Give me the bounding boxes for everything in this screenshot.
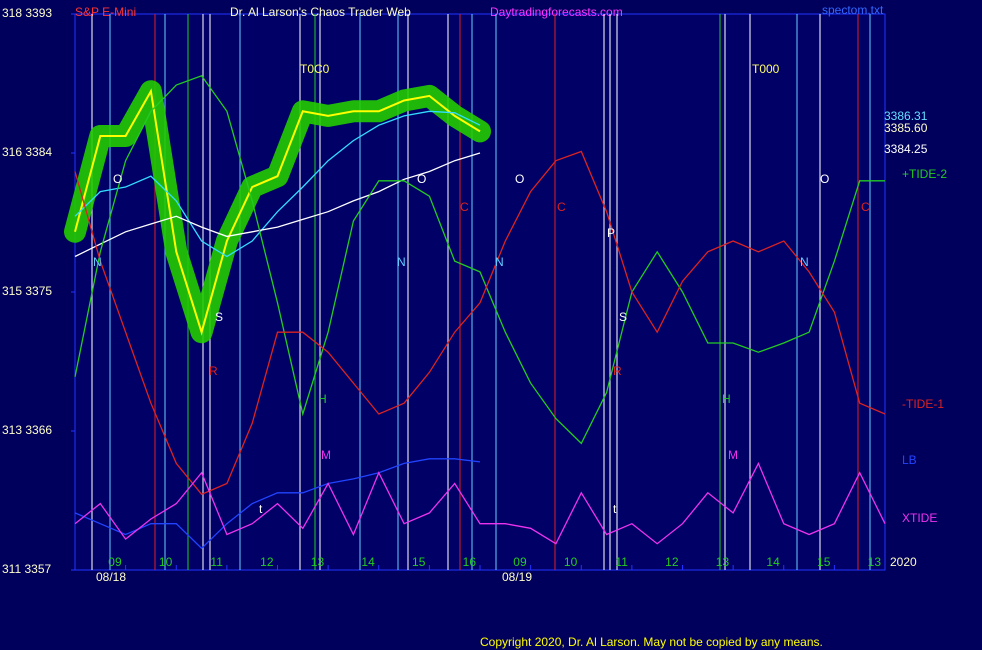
annotation: H (318, 392, 327, 406)
site: Daytradingforecasts.com (490, 5, 623, 19)
legend-entry: +TIDE-2 (902, 167, 947, 181)
annotation: O (417, 172, 426, 186)
annotation: R (209, 364, 218, 378)
annotation: M (321, 448, 331, 462)
instrument: S&P E-Mini (75, 5, 136, 19)
x-tick-label: 11 (210, 555, 223, 569)
annotation: O (515, 172, 524, 186)
annotation: T0C0 (300, 62, 330, 76)
level-label: 3384.25 (884, 142, 928, 156)
y-tick-label: 311 3357 (2, 562, 51, 576)
series-line (74, 150, 886, 496)
y-tick-label: 313 3366 (2, 423, 52, 437)
chart-title: Dr. Al Larson's Chaos Trader Web (230, 5, 411, 19)
x-tick-label: 15 (412, 555, 426, 569)
copyright: Copyright 2020, Dr. Al Larson. May not b… (480, 635, 823, 649)
x-tick-label: 12 (665, 555, 679, 569)
legend-entry: LB (902, 453, 917, 467)
x-tick-label: 09 (513, 555, 527, 569)
annotation: C (861, 200, 870, 214)
level-label: 3385.60 (884, 121, 928, 135)
legend-entry: XTIDE (902, 511, 937, 525)
annotation: H (722, 392, 731, 406)
series-line (74, 88, 481, 336)
annotation: N (800, 255, 809, 269)
annotation: T000 (752, 62, 780, 76)
x-tick-label: 13 (868, 555, 882, 569)
annotation: N (495, 255, 504, 269)
x-tick-label: 14 (361, 555, 375, 569)
x-tick-label: 14 (766, 555, 780, 569)
x-tick-label: 13 (716, 555, 730, 569)
year: 2020 (890, 555, 917, 569)
x-tick-label: 09 (108, 555, 122, 569)
series-line (74, 75, 885, 445)
annotation: R (613, 364, 622, 378)
annotation: N (397, 255, 406, 269)
level-label: 3386.31 (884, 109, 928, 123)
date-label: 08/18 (96, 570, 126, 584)
series-line (74, 461, 886, 545)
annotation: P (607, 226, 615, 240)
date-label: 08/19 (502, 570, 532, 584)
annotation: C (460, 200, 469, 214)
series-line (74, 458, 481, 550)
annotation: S (215, 310, 223, 324)
y-tick-label: 318 3393 (2, 6, 52, 20)
annotation: N (93, 255, 102, 269)
annotation: O (820, 172, 829, 186)
x-tick-label: 10 (564, 555, 578, 569)
file-name: spectom.txt (822, 3, 884, 17)
annotation: O (113, 172, 122, 186)
annotation: t (259, 502, 263, 516)
x-tick-label: 10 (159, 555, 173, 569)
x-tick-label: 11 (615, 555, 628, 569)
annotation: t (613, 502, 617, 516)
annotation: M (728, 448, 738, 462)
legend-entry: -TIDE-1 (902, 397, 944, 411)
annotation: S (619, 310, 627, 324)
x-tick-label: 16 (463, 555, 477, 569)
y-tick-label: 315 3375 (2, 284, 52, 298)
y-tick-label: 316 3384 (2, 145, 52, 159)
series-line (74, 110, 481, 258)
x-tick-label: 12 (260, 555, 274, 569)
series-line (74, 152, 481, 258)
x-tick-label: 13 (311, 555, 325, 569)
x-tick-label: 15 (817, 555, 831, 569)
annotation: C (557, 200, 566, 214)
